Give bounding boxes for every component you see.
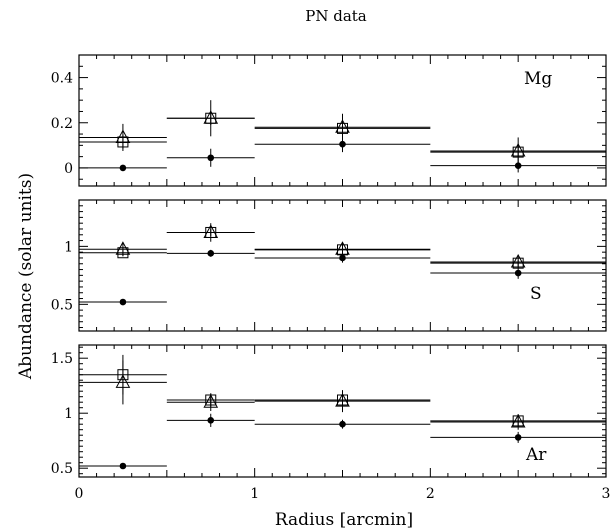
dot-marker [339, 254, 346, 262]
panel-ar: 0.5 1 1.5 Ar [51, 344, 607, 478]
y-tick-label: 1.5 [51, 351, 73, 367]
triangle-marker [203, 224, 219, 238]
y-tick-label: 0.5 [51, 461, 73, 477]
triangle-marker [115, 129, 131, 143]
dot-marker [119, 462, 127, 470]
y-tick-label: 1 [64, 406, 73, 422]
chart-title: PN data [305, 7, 367, 25]
x-tick-label: 1 [250, 486, 259, 502]
x-tick-label: 0 [75, 486, 84, 502]
triangle-marker [115, 374, 131, 388]
triangle-marker [510, 253, 526, 268]
dot-marker [514, 162, 522, 169]
y-tick-label: 0.2 [51, 116, 73, 132]
y-tick-label: 0.5 [51, 297, 73, 313]
dot-marker [119, 298, 127, 306]
x-axis-label: Radius [arcmin] [275, 510, 413, 530]
element-label: Ar [525, 445, 547, 465]
y-tick-label: 0.4 [51, 71, 73, 87]
y-axis-label: Abundance (solar units) [16, 173, 36, 380]
triangle-marker [335, 393, 350, 407]
triangle-marker [115, 241, 131, 255]
x-tick-label: 3 [602, 486, 611, 502]
x-tick-label: 2 [426, 486, 435, 502]
dot-marker [119, 164, 127, 172]
dot-marker [207, 250, 215, 257]
dot-marker [207, 417, 215, 424]
triangle-marker [335, 119, 350, 133]
panel-mg: 0 0.2 0.4 Mg [51, 54, 607, 187]
triangle-marker [510, 142, 526, 157]
triangle-marker [203, 110, 219, 124]
triangle-marker [510, 413, 526, 428]
dot-marker [339, 140, 346, 148]
dot-marker [339, 420, 346, 428]
element-label: Mg [524, 69, 552, 89]
panels-group: 0 0.2 0.4 Mg 0.5 1 S 0.5 1 1.5 Ar 0 1 2 3 [51, 54, 611, 502]
dot-marker [207, 154, 215, 162]
dot-marker [514, 434, 522, 441]
panel-s: 0.5 1 S [51, 199, 607, 332]
dot-marker [514, 269, 522, 277]
element-label: S [530, 284, 542, 304]
triangle-marker [203, 394, 219, 408]
y-tick-label: 1 [64, 239, 73, 255]
y-tick-label: 0 [64, 161, 73, 177]
panel-frame [78, 199, 607, 332]
